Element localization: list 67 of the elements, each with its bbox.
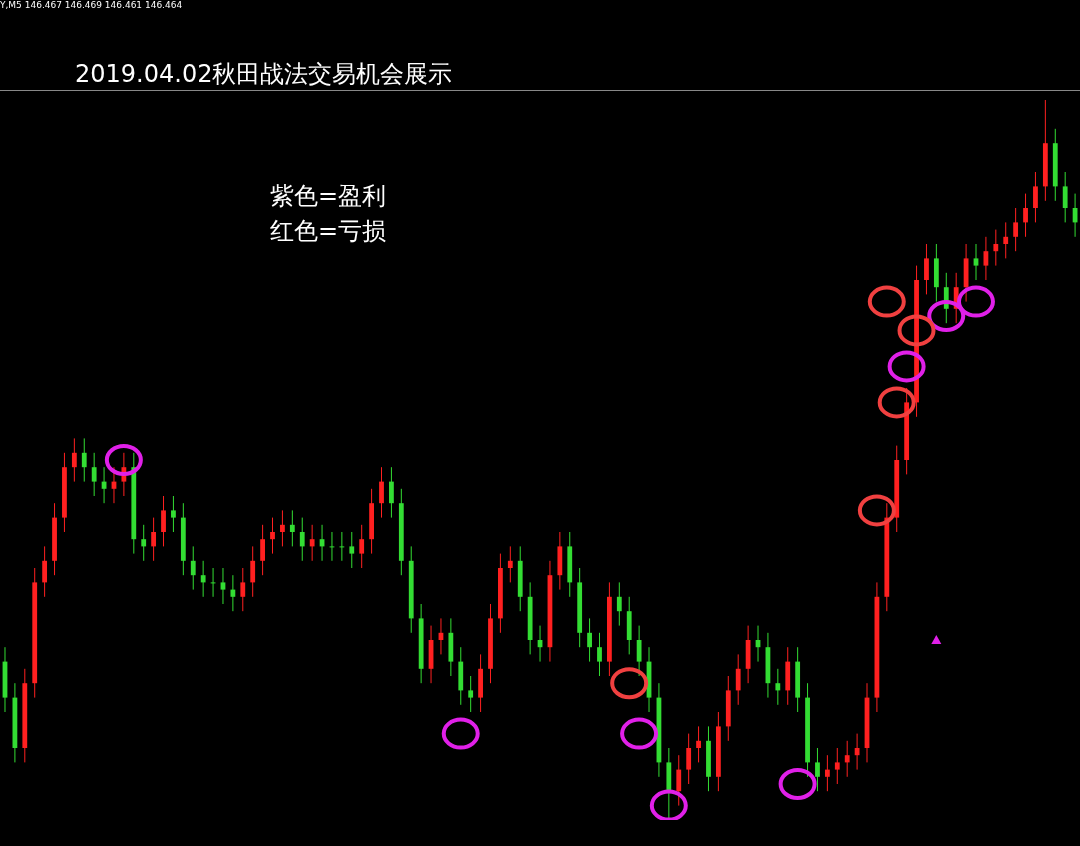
point bbox=[867, 285, 906, 318]
candlestick bbox=[220, 567, 226, 605]
candlestick bbox=[815, 747, 820, 792]
candlestick bbox=[91, 452, 97, 497]
point bbox=[649, 789, 688, 820]
candlestick bbox=[151, 517, 157, 562]
candlestick bbox=[280, 509, 285, 547]
candlestick bbox=[834, 747, 840, 785]
candlestick bbox=[309, 524, 315, 562]
candlestick bbox=[735, 653, 741, 706]
candlestick bbox=[171, 495, 176, 533]
candlestick bbox=[250, 545, 256, 598]
candlestick bbox=[71, 437, 77, 483]
candlestick bbox=[1003, 221, 1009, 259]
candlestick bbox=[1023, 193, 1028, 238]
text: Y,M5 146.467 146.469 146.461 146.464 bbox=[0, 0, 183, 10]
candlestick bbox=[686, 733, 692, 785]
candlestick bbox=[349, 531, 355, 569]
candlestick bbox=[597, 632, 602, 677]
candlestick bbox=[924, 243, 929, 295]
point bbox=[877, 386, 916, 419]
candlestick bbox=[240, 567, 246, 612]
candlestick bbox=[468, 675, 474, 713]
point bbox=[897, 314, 936, 347]
candlestick bbox=[260, 524, 266, 576]
candlestick bbox=[230, 574, 236, 612]
candlestick bbox=[1013, 207, 1019, 252]
candlestick bbox=[359, 524, 365, 569]
candlestick bbox=[42, 545, 48, 598]
candlestick bbox=[379, 466, 384, 519]
candlestick bbox=[141, 524, 147, 562]
candlestick bbox=[676, 754, 682, 807]
candlestick bbox=[844, 740, 850, 778]
candlestick bbox=[616, 581, 622, 627]
candlestick bbox=[507, 545, 513, 583]
candlestick bbox=[190, 545, 196, 591]
candlestick bbox=[993, 229, 999, 267]
candlestick bbox=[973, 243, 979, 281]
point bbox=[610, 667, 649, 700]
candlestick bbox=[161, 495, 166, 547]
point bbox=[887, 350, 926, 383]
candlestick bbox=[81, 437, 87, 483]
candlestick bbox=[636, 625, 642, 677]
candlestick bbox=[824, 754, 830, 792]
candlestick bbox=[1033, 171, 1038, 223]
candlestick bbox=[587, 617, 592, 663]
annotation: 红色=亏损 bbox=[270, 216, 387, 247]
point bbox=[441, 717, 480, 750]
candlestick bbox=[270, 517, 275, 555]
point bbox=[857, 494, 896, 527]
point bbox=[927, 300, 966, 332]
point bbox=[931, 635, 942, 644]
candlestick bbox=[339, 531, 345, 562]
candlestick bbox=[854, 733, 860, 771]
candlestick bbox=[775, 668, 781, 706]
candlestick bbox=[299, 517, 305, 562]
annotation: 紫色=盈利 bbox=[270, 181, 387, 212]
candlestick bbox=[200, 560, 206, 598]
candlestick bbox=[1062, 171, 1068, 223]
candlestick bbox=[389, 466, 394, 519]
candlestick bbox=[696, 725, 701, 763]
point bbox=[104, 444, 143, 476]
point bbox=[778, 768, 817, 800]
point bbox=[956, 285, 995, 318]
chart-title: 2019.04.02秋田战法交易机会展示 bbox=[75, 59, 453, 90]
point bbox=[620, 717, 659, 750]
candlestick bbox=[289, 509, 295, 547]
